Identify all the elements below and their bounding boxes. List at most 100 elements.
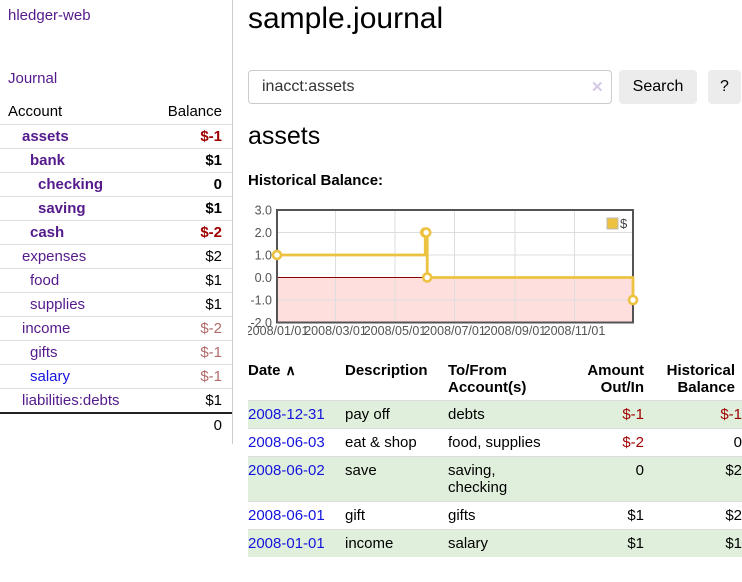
- chart-heading: Historical Balance:: [248, 172, 384, 189]
- account-row-cash: cash $-2: [0, 220, 232, 245]
- register-cell-balance: $-1: [644, 400, 742, 429]
- account-link[interactable]: salary: [30, 368, 71, 385]
- account-row-saving: saving $1: [0, 196, 232, 221]
- svg-text:2008/01/01: 2008/01/01: [248, 324, 308, 338]
- register-cell-amount: $-2: [562, 428, 644, 457]
- account-link[interactable]: income: [22, 320, 71, 337]
- register-cell-balance: $2: [644, 501, 742, 530]
- sidebar: hledger-web Journal Account Balance asse…: [0, 0, 233, 444]
- register-cell-accounts: saving, checking: [448, 456, 562, 502]
- account-balance: $-1: [150, 364, 232, 389]
- svg-text:2008/09/01: 2008/09/01: [484, 324, 547, 338]
- register-row: 2008-06-01 gift gifts $1 $2: [248, 501, 742, 530]
- brand-link[interactable]: hledger-web: [8, 7, 91, 24]
- search-bar: ✕ Search ?: [248, 70, 742, 104]
- register-header-accounts: To/From Account(s): [448, 362, 527, 396]
- register-header-description: Description: [345, 362, 428, 379]
- sidebar-item-journal[interactable]: Journal: [8, 70, 58, 87]
- account-row-income: income $-2: [0, 316, 232, 341]
- transaction-date-link[interactable]: 2008-06-01: [248, 507, 325, 524]
- accounts-total-row: 0: [0, 412, 232, 437]
- register-cell-balance: $1: [644, 529, 742, 557]
- transaction-date-link[interactable]: 2008-06-02: [248, 462, 325, 479]
- register-row: 2008-06-03 eat & shop food, supplies $-2 0: [248, 428, 742, 457]
- account-balance: $1: [150, 196, 232, 221]
- register-header-amount: Amount Out/In: [587, 362, 644, 396]
- register-cell-amount: $1: [562, 529, 644, 557]
- register-cell-date: 2008-06-01: [248, 501, 345, 530]
- register-cell-accounts: food, supplies: [448, 428, 562, 457]
- account-link[interactable]: saving: [38, 200, 86, 217]
- account-row-expenses: expenses $2: [0, 244, 232, 269]
- svg-text:2008/03/01: 2008/03/01: [304, 324, 367, 338]
- svg-text:$: $: [620, 216, 628, 231]
- register-cell-balance: $2: [644, 456, 742, 502]
- transaction-date-link[interactable]: 2008-12-31: [248, 406, 325, 423]
- clear-search-icon[interactable]: ✕: [591, 79, 604, 96]
- register-cell-date: 2008-06-03: [248, 428, 345, 457]
- account-balance: $-1: [150, 340, 232, 365]
- accounts-total-value: 0: [150, 412, 232, 437]
- account-balance: $-2: [150, 316, 232, 341]
- account-link[interactable]: checking: [38, 176, 104, 193]
- svg-text:-1.0: -1.0: [250, 294, 272, 308]
- register-cell-description: pay off: [345, 400, 448, 429]
- account-link[interactable]: supplies: [30, 296, 86, 313]
- account-row-assets: assets $-1: [0, 124, 232, 149]
- register-header-balance: Historical Balance: [666, 362, 735, 396]
- register-header-date[interactable]: Date ∧: [248, 362, 296, 379]
- page-title: sample.journal: [248, 2, 444, 35]
- help-button[interactable]: ?: [708, 70, 741, 104]
- register-cell-balance: 0: [644, 428, 742, 457]
- register-table: Date ∧ Description To/From Account(s) Amo…: [248, 359, 742, 557]
- accounts-table: Account Balance assets $-1 bank $1 checking 0…: [0, 99, 232, 437]
- account-row-gifts: gifts $-1: [0, 340, 232, 365]
- account-link[interactable]: bank: [30, 152, 66, 169]
- account-balance: 0: [150, 172, 232, 197]
- register-cell-description: eat & shop: [345, 428, 448, 457]
- account-link[interactable]: cash: [30, 224, 65, 241]
- svg-text:2.0: 2.0: [255, 226, 272, 240]
- register-row: 2008-06-02 save saving, checking 0 $2: [248, 456, 742, 502]
- register-cell-amount: $-1: [562, 400, 644, 429]
- account-link[interactable]: gifts: [30, 344, 58, 361]
- svg-text:2008/11/01: 2008/11/01: [544, 324, 606, 338]
- register-row: 2008-01-01 income salary $1 $1: [248, 529, 742, 557]
- register-cell-accounts: debts: [448, 400, 562, 429]
- svg-text:1.0: 1.0: [255, 249, 272, 263]
- register-cell-description: gift: [345, 501, 448, 530]
- account-balance: $1: [150, 148, 232, 173]
- account-balance: $-2: [150, 220, 232, 245]
- account-row-bank: bank $1: [0, 148, 232, 173]
- register-cell-description: save: [345, 456, 448, 502]
- register-cell-description: income: [345, 529, 448, 557]
- register-cell-accounts: gifts: [448, 501, 562, 530]
- svg-text:3.0: 3.0: [255, 204, 272, 218]
- account-link[interactable]: food: [30, 272, 60, 289]
- account-link[interactable]: liabilities:debts: [22, 392, 120, 409]
- register-row: 2008-12-31 pay off debts $-1 $-1: [248, 400, 742, 429]
- account-row-supplies: supplies $1: [0, 292, 232, 317]
- search-input[interactable]: [248, 70, 612, 104]
- account-row-food: food $1: [0, 268, 232, 293]
- register-cell-date: 2008-12-31: [248, 400, 345, 429]
- account-row-salary: salary $-1: [0, 364, 232, 389]
- account-balance: $1: [150, 268, 232, 293]
- transaction-date-link[interactable]: 2008-01-01: [248, 535, 325, 552]
- account-row-checking: checking 0: [0, 172, 232, 197]
- account-balance: $1: [150, 388, 232, 413]
- accounts-header-account: Account: [8, 103, 63, 120]
- account-link[interactable]: assets: [22, 128, 69, 145]
- transaction-date-link[interactable]: 2008-06-03: [248, 434, 325, 451]
- account-heading: assets: [248, 122, 321, 150]
- svg-text:2008/07/01: 2008/07/01: [423, 324, 486, 338]
- svg-text:-2.0: -2.0: [250, 316, 272, 330]
- account-link[interactable]: expenses: [22, 248, 87, 265]
- register-cell-amount: 0: [562, 456, 644, 502]
- historical-balance-chart[interactable]: $3.0 2.0 1.0 0.0 -1.0 -2.02008/01/012008/03/0…: [248, 203, 678, 343]
- register-cell-accounts: salary: [448, 529, 562, 557]
- register-cell-date: 2008-06-02: [248, 456, 345, 502]
- account-balance: $-1: [150, 124, 232, 149]
- search-button[interactable]: Search: [619, 70, 697, 104]
- account-balance: $2: [150, 244, 232, 269]
